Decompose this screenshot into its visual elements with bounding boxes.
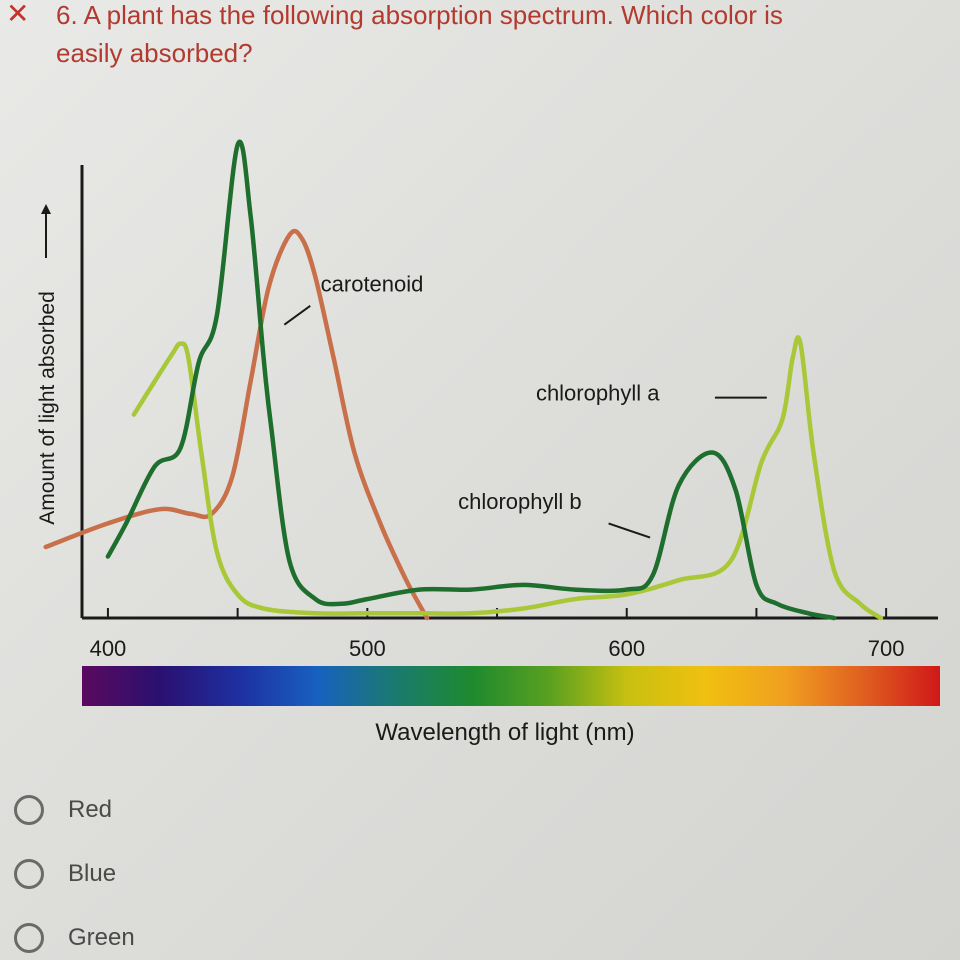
- y-axis-label: Amount of light absorbed: [36, 291, 59, 524]
- radio-circle-icon[interactable]: [14, 795, 44, 825]
- question-text-line1: 6. A plant has the following absorption …: [56, 0, 783, 30]
- y-axis-arrow-icon: [41, 204, 51, 258]
- spectrum-bar: [82, 666, 940, 706]
- series-leader-line: [608, 522, 651, 539]
- series-label: carotenoid: [321, 272, 424, 297]
- option-label: Blue: [68, 860, 117, 887]
- series-line-carotenoid: [43, 228, 430, 621]
- option-red[interactable]: Red: [14, 790, 314, 830]
- option-blue[interactable]: Blue: [14, 854, 314, 894]
- x-tick-label: 500: [349, 636, 386, 661]
- series-label: chlorophyll b: [458, 489, 582, 514]
- question-text-line2: easily absorbed?: [56, 38, 253, 68]
- series-leader-line: [283, 305, 311, 326]
- axes: 400 500 600 700: [80, 165, 938, 661]
- series-labels: carotenoid chlorophyll a chlorophyll b: [283, 272, 767, 539]
- x-icon: ✕: [6, 0, 30, 29]
- radio-circle-icon[interactable]: [14, 923, 44, 953]
- series-layer: [43, 139, 884, 621]
- option-label: Green: [68, 924, 135, 951]
- option-green[interactable]: Green: [14, 918, 314, 958]
- series-label: chlorophyll a: [536, 380, 660, 405]
- series-line-chlorophyll-b: [105, 139, 837, 621]
- x-axis-label: Wavelength of light (nm): [375, 719, 634, 746]
- x-tick-label: 400: [90, 636, 127, 661]
- x-tick-label: 700: [868, 636, 905, 661]
- x-tick-label: 600: [608, 636, 645, 661]
- question-header: ✕ 6. A plant has the following absorptio…: [0, 0, 960, 68]
- option-label: Red: [68, 796, 113, 823]
- series-line-chlorophyll-a: [131, 335, 884, 621]
- absorption-spectrum-chart: 400 500 600 700 carotenoid chlorophyll a chlo…: [36, 139, 940, 746]
- radio-circle-icon[interactable]: [14, 859, 44, 889]
